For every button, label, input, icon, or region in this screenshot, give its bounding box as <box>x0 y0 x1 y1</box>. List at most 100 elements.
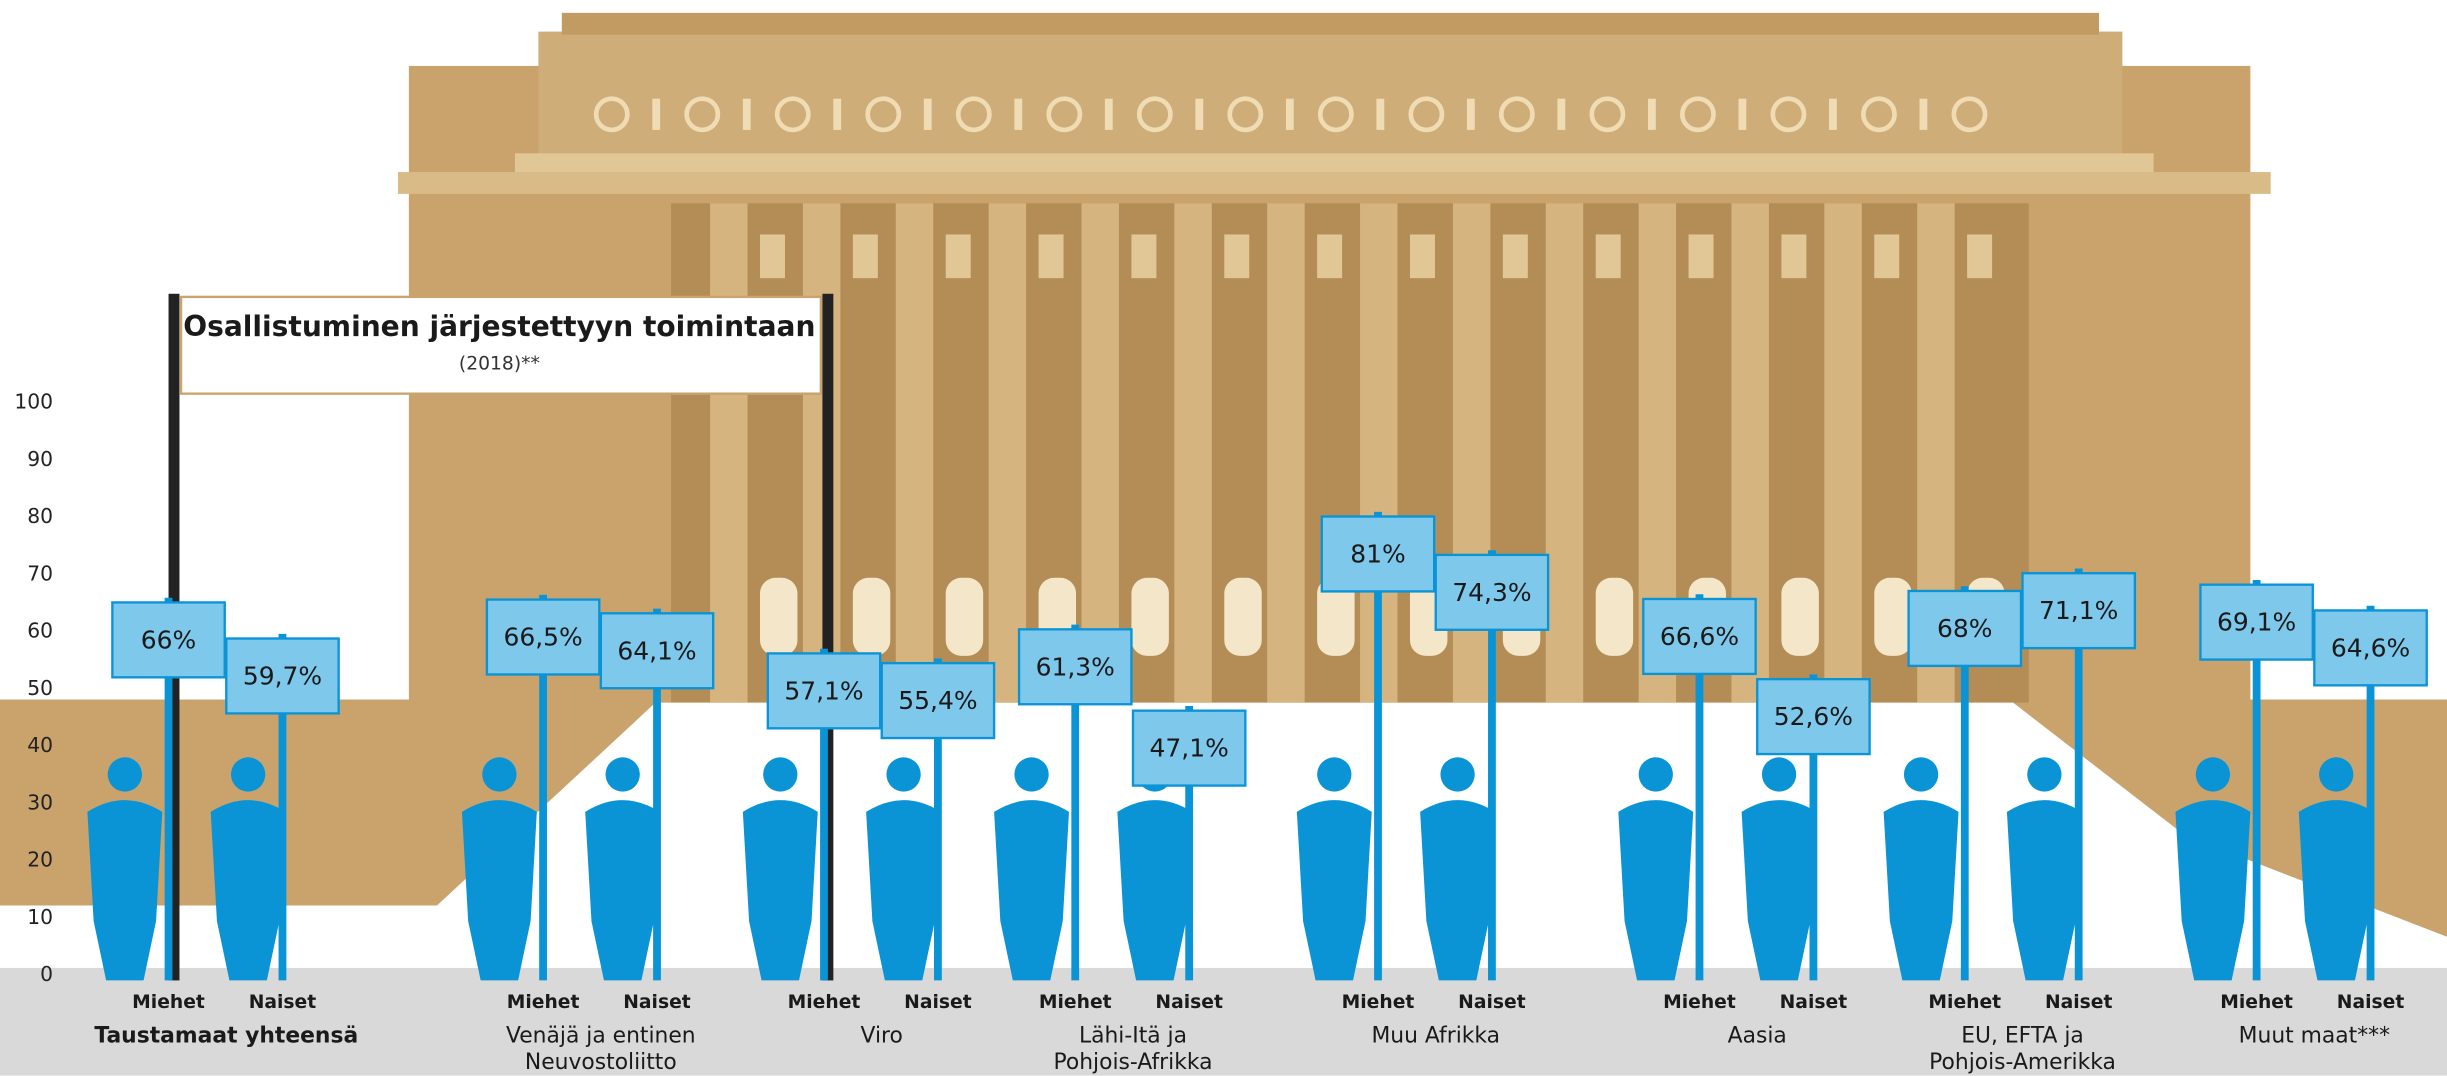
silhouette <box>210 757 286 981</box>
value-label: 64,6% <box>2331 633 2410 662</box>
series-label: Miehet <box>1039 992 1112 1013</box>
head <box>2195 757 2231 792</box>
sign <box>766 652 882 730</box>
series-label: Naiset <box>904 992 972 1013</box>
sign <box>2313 609 2428 687</box>
slot <box>1829 98 1837 130</box>
y-tick-label: 10 <box>27 905 53 929</box>
series-label: Naiset <box>1780 992 1848 1013</box>
medallion <box>1770 96 1807 133</box>
chart-title: Osallistuminen järjestettyyn toimintaan <box>183 310 815 343</box>
y-tick-label: 30 <box>27 790 53 814</box>
slot <box>1557 98 1566 130</box>
y-tick-label: 80 <box>27 504 53 528</box>
window <box>1874 577 1912 656</box>
window <box>1038 234 1064 279</box>
value-label: 66% <box>141 625 196 654</box>
slot <box>1738 98 1747 130</box>
window <box>852 577 891 656</box>
body <box>866 800 942 981</box>
sign <box>1131 709 1247 787</box>
silhouette <box>461 757 537 981</box>
y-tick-label: 60 <box>27 619 53 643</box>
column <box>895 203 934 703</box>
medallion <box>1679 96 1716 133</box>
body <box>742 800 818 981</box>
sign <box>2021 572 2137 650</box>
series-label: Naiset <box>623 992 691 1013</box>
head <box>1903 757 1939 792</box>
y-tick-label: 70 <box>27 561 53 585</box>
sign <box>1642 597 1757 676</box>
window <box>945 577 984 656</box>
body <box>1741 800 1817 981</box>
medallion <box>1498 96 1535 133</box>
head <box>763 757 798 792</box>
title-box <box>179 295 823 395</box>
window <box>1224 577 1262 656</box>
head <box>1317 757 1352 792</box>
medallion <box>1046 96 1083 133</box>
slot <box>1285 98 1294 130</box>
column <box>988 203 1027 703</box>
medallion <box>774 96 811 133</box>
attic <box>538 31 2123 157</box>
window <box>1317 577 1355 656</box>
series-label: Miehet <box>132 992 205 1013</box>
head <box>1761 757 1797 792</box>
silhouette <box>87 757 163 981</box>
column <box>1267 203 1305 703</box>
slot <box>742 98 751 130</box>
slot <box>652 98 661 130</box>
medallion <box>1136 96 1173 133</box>
value-label: 81% <box>1350 540 1405 569</box>
slot <box>1466 98 1475 130</box>
slot <box>1014 98 1023 130</box>
x-tick-label: Taustamaat yhteensä <box>94 1024 358 1049</box>
building <box>0 12 2447 1076</box>
silhouette <box>994 757 1070 981</box>
sign <box>1320 515 1436 593</box>
head <box>1014 757 1049 792</box>
body <box>1296 800 1372 981</box>
medallion <box>1408 96 1445 133</box>
column <box>1824 203 1862 703</box>
silhouette <box>866 757 942 981</box>
head <box>1440 757 1475 792</box>
series-label: Naiset <box>1458 992 1526 1013</box>
y-tick-label: 90 <box>27 447 53 471</box>
series-label: Naiset <box>249 992 317 1013</box>
column <box>1081 203 1119 703</box>
window <box>760 234 785 279</box>
slot <box>1919 98 1928 130</box>
x-tick-label: Neuvostoliitto <box>525 1050 677 1075</box>
head <box>886 757 921 792</box>
sign <box>2199 583 2314 661</box>
slot <box>1647 98 1656 130</box>
y-tick-label: 50 <box>27 676 53 700</box>
y-tick-label: 40 <box>27 733 53 757</box>
slot <box>1195 98 1204 130</box>
window <box>1781 577 1819 656</box>
series-label: Naiset <box>2337 992 2405 1013</box>
y-tick-label: 20 <box>27 848 53 872</box>
window <box>1131 577 1169 656</box>
x-tick-label: Pohjois-Amerikka <box>1929 1050 2116 1075</box>
column <box>710 203 748 703</box>
slot <box>1104 98 1113 130</box>
x-tick-label: Aasia <box>1728 1024 1787 1049</box>
window <box>1224 234 1250 279</box>
window <box>1874 234 1900 279</box>
head <box>2027 757 2062 792</box>
y-tick-label: 100 <box>14 390 53 414</box>
head <box>230 757 266 792</box>
medallion <box>955 96 992 133</box>
body <box>1618 800 1694 981</box>
value-label: 64,1% <box>617 636 696 665</box>
body <box>2298 800 2374 981</box>
head <box>2319 757 2354 792</box>
medallion <box>1317 96 1354 133</box>
sign <box>111 601 226 679</box>
x-tick-label: Pohjois-Afrikka <box>1053 1050 1212 1075</box>
